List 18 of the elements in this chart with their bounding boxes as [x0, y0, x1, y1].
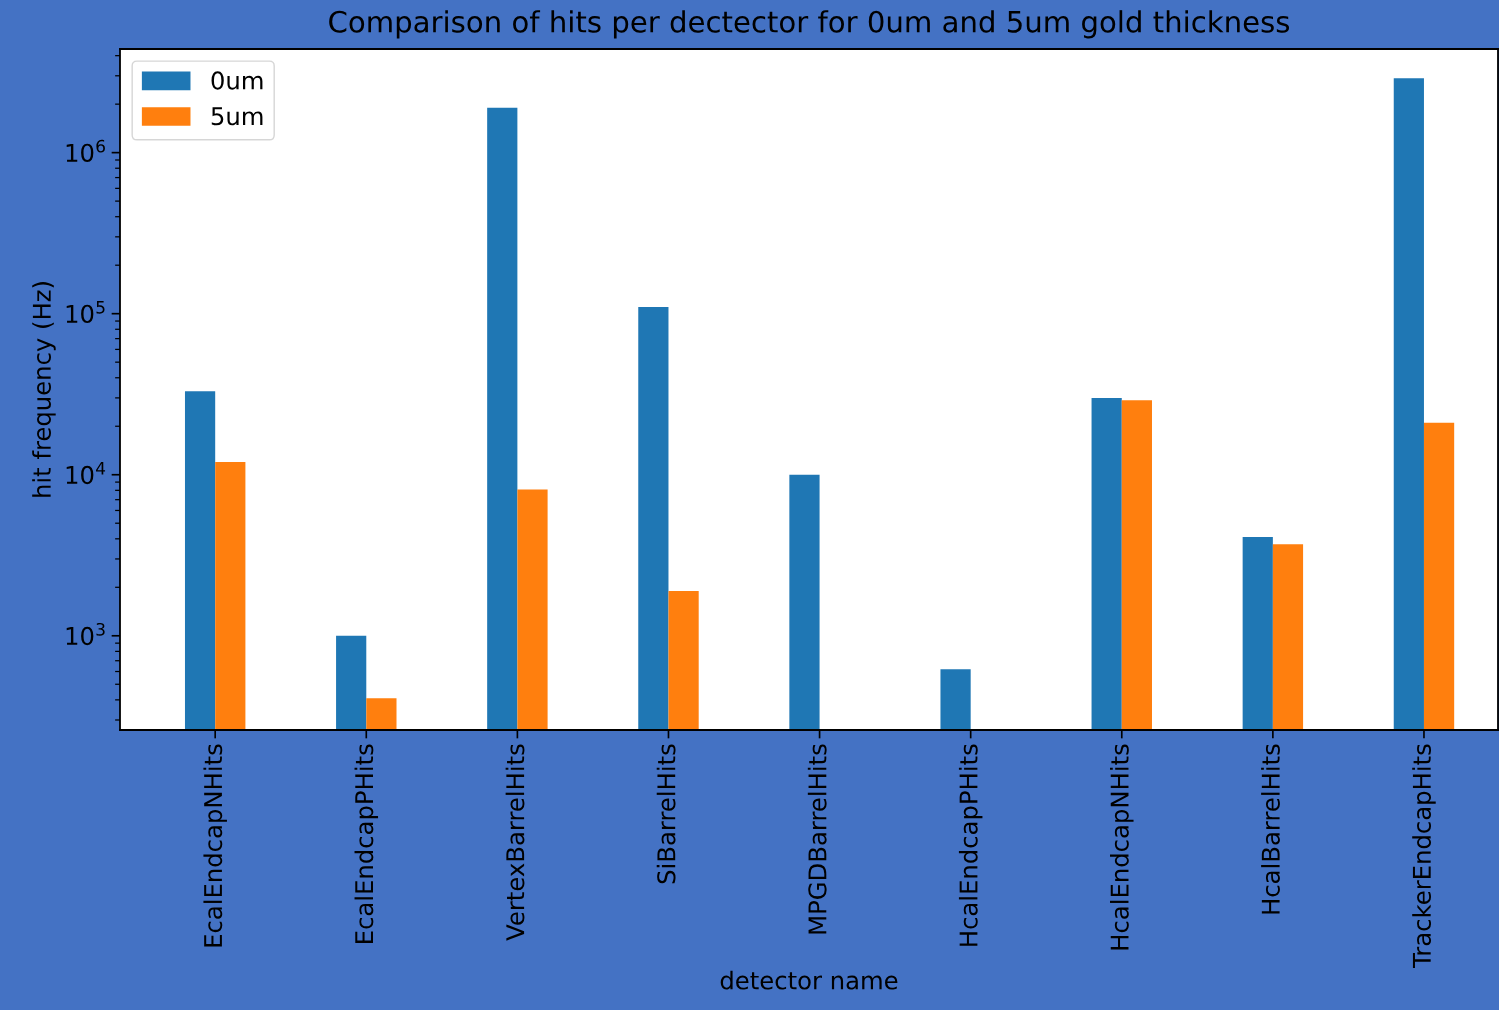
legend-label: 0um — [211, 71, 263, 90]
x-tick-label: SiBarrelHits — [656, 744, 676, 884]
chart-title: Comparison of hits per dectector for 0um and 5um gold thickness — [329, 10, 1290, 39]
x-tick-label: HcalEndcapPHits — [958, 744, 983, 946]
x-tick-label: TrackerEndcapHits — [1412, 744, 1436, 969]
x-tick-label: HcalEndcapNHits — [1110, 744, 1134, 950]
y-axis-title: hit frequency (Hz) — [32, 282, 56, 497]
y-tick-label: 10$^{4}$ — [66, 462, 106, 485]
y-tick-label: 10$^{5}$ — [66, 301, 105, 324]
legend-label: 5um — [211, 107, 263, 126]
x-tick-label: EcalEndcapNHits — [203, 744, 227, 947]
x-tick-label: MPGDBarrelHits — [807, 744, 827, 934]
y-tick-label: 10$^{6}$ — [66, 139, 105, 163]
y-tick-label: 10$^{3}$ — [66, 622, 105, 646]
x-tick-label: EcalEndcapPHits — [354, 744, 379, 943]
x-axis-title: detector name — [720, 970, 898, 990]
x-tick-label: VertexBarrelHits — [505, 744, 525, 941]
x-tick-label: HcalBarrelHits — [1261, 744, 1280, 914]
